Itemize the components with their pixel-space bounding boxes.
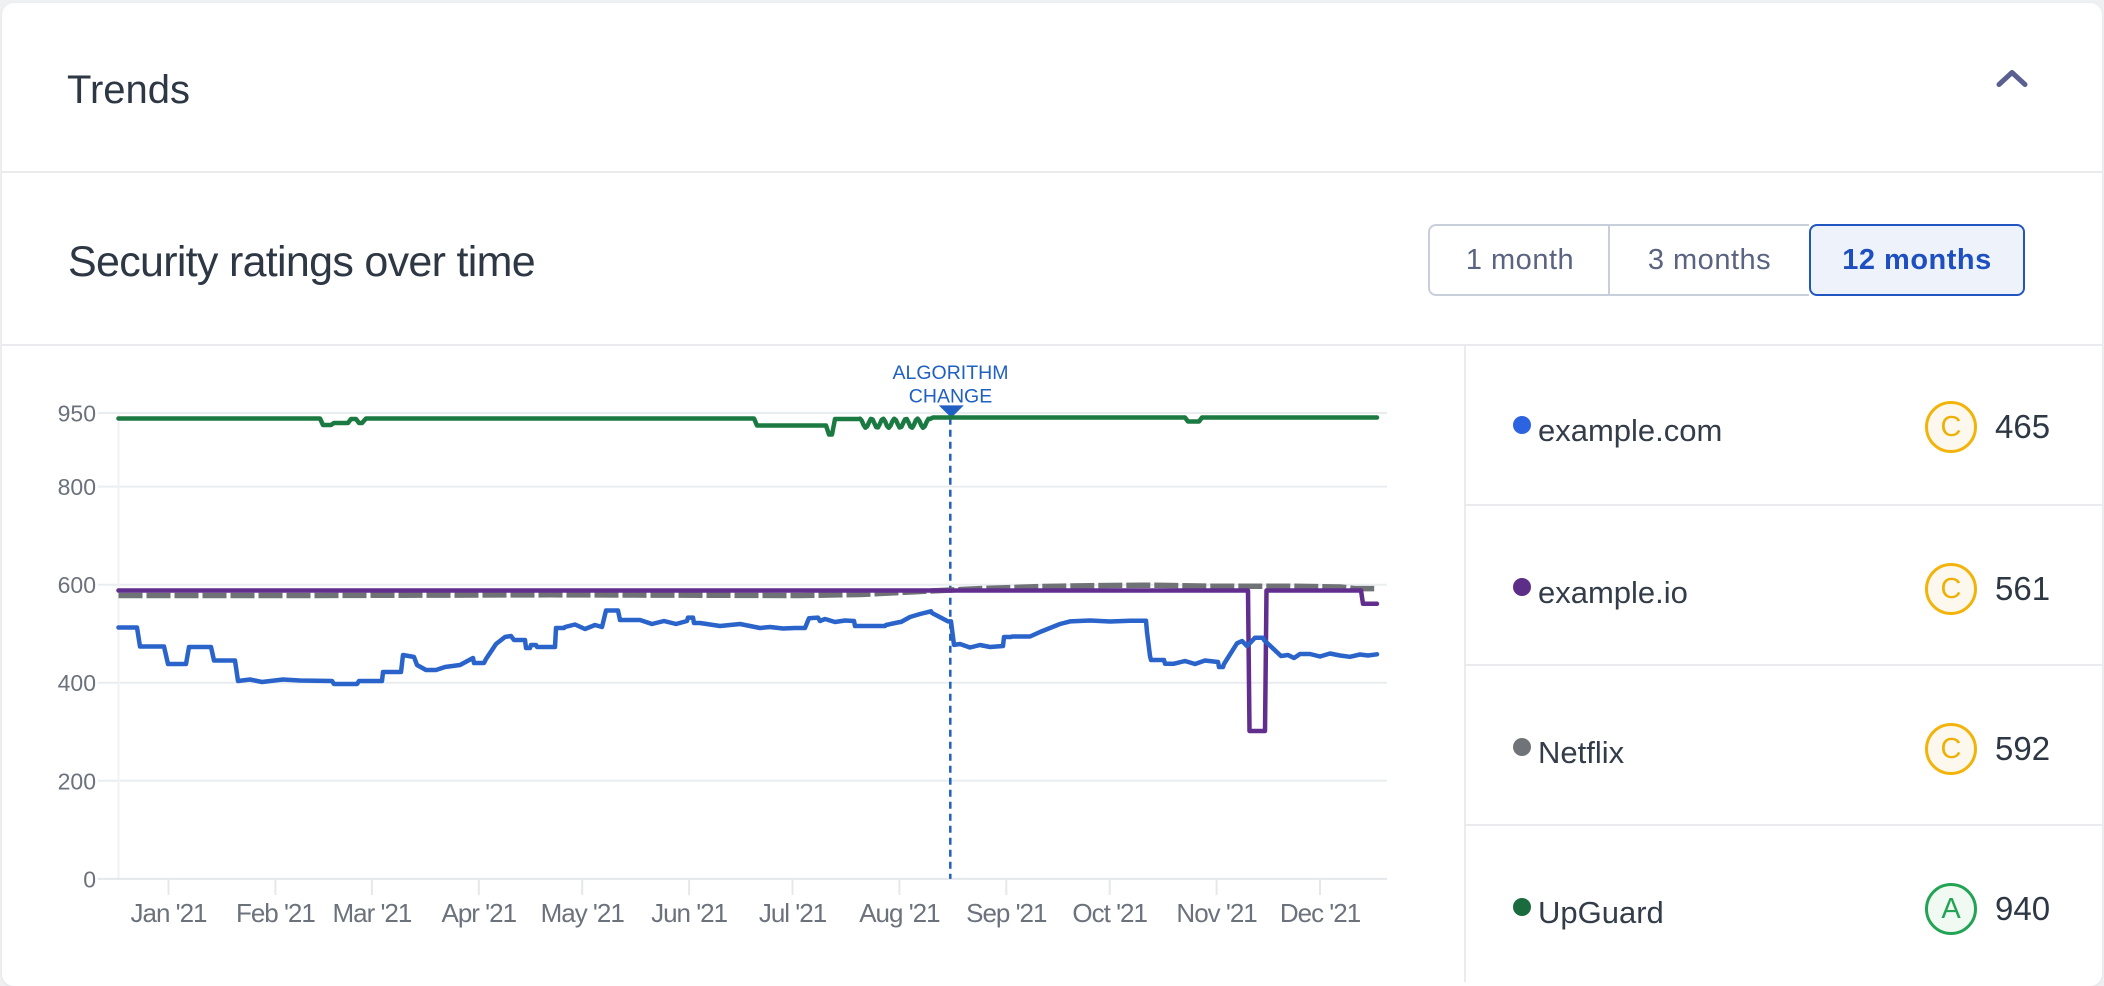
svg-text:CHANGE: CHANGE bbox=[909, 385, 992, 407]
svg-text:Jan '21: Jan '21 bbox=[130, 898, 207, 928]
svg-text:Jul '21: Jul '21 bbox=[759, 898, 827, 928]
svg-text:May '21: May '21 bbox=[541, 898, 625, 928]
svg-text:Aug '21: Aug '21 bbox=[859, 898, 940, 928]
svg-text:ALGORITHM: ALGORITHM bbox=[893, 362, 1009, 384]
svg-text:0: 0 bbox=[83, 866, 96, 892]
svg-text:Feb '21: Feb '21 bbox=[236, 898, 315, 928]
svg-text:Oct '21: Oct '21 bbox=[1072, 898, 1147, 928]
svg-text:Sep '21: Sep '21 bbox=[966, 898, 1047, 928]
svg-text:Dec '21: Dec '21 bbox=[1280, 898, 1361, 928]
svg-text:Jun '21: Jun '21 bbox=[651, 898, 728, 928]
svg-text:950: 950 bbox=[58, 401, 96, 427]
svg-text:800: 800 bbox=[58, 474, 96, 500]
svg-text:600: 600 bbox=[58, 572, 96, 598]
svg-text:Nov '21: Nov '21 bbox=[1176, 898, 1257, 928]
svg-text:Apr '21: Apr '21 bbox=[442, 898, 517, 928]
svg-text:400: 400 bbox=[58, 670, 96, 696]
svg-text:Mar '21: Mar '21 bbox=[332, 898, 411, 928]
svg-text:200: 200 bbox=[58, 768, 96, 794]
